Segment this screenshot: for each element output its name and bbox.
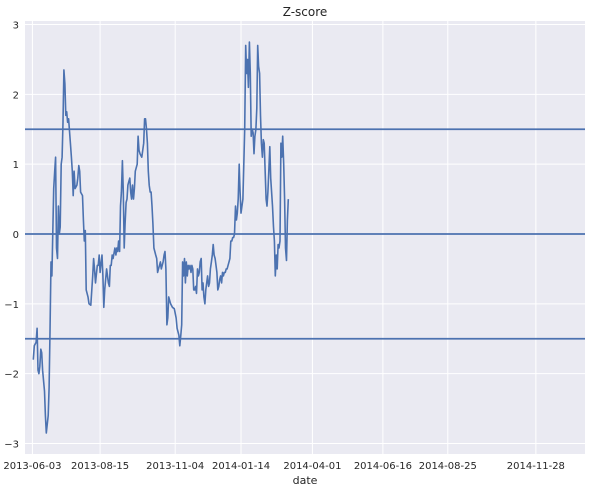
x-axis-label: date: [293, 474, 318, 487]
series-lines: [32, 41, 290, 434]
threshold-lines: [25, 128, 585, 340]
x-tick-label: 2013-08-15: [71, 461, 129, 472]
x-tick-label: 2013-06-03: [3, 461, 61, 472]
x-tick-label: 2014-01-14: [212, 461, 270, 472]
y-tick-label: −1: [4, 300, 19, 311]
y-tick-labels: −3 −2 −1 0 1 2 3: [4, 20, 19, 450]
y-tick-label: 1: [13, 160, 19, 171]
y-tick-label: 2: [13, 90, 19, 101]
x-tick-label: 2014-06-16: [354, 461, 412, 472]
y-tick-label: −2: [4, 370, 19, 381]
zscore-series-line: [32, 41, 290, 434]
grid-lines: [25, 21, 585, 454]
x-tick-label: 2014-08-25: [419, 461, 477, 472]
y-tick-label: −3: [4, 440, 19, 451]
y-tick-label: 0: [13, 230, 19, 241]
x-tick-labels: 2013-06-03 2013-08-15 2013-11-04 2014-01-14…: [3, 461, 565, 472]
chart-title: Z-score: [283, 5, 328, 19]
plot-background: [25, 21, 585, 454]
y-tick-label: 3: [13, 20, 19, 31]
x-tick-label: 2013-11-04: [146, 461, 204, 472]
x-tick-label: 2014-04-01: [283, 461, 341, 472]
x-tick-label: 2014-11-28: [507, 461, 565, 472]
